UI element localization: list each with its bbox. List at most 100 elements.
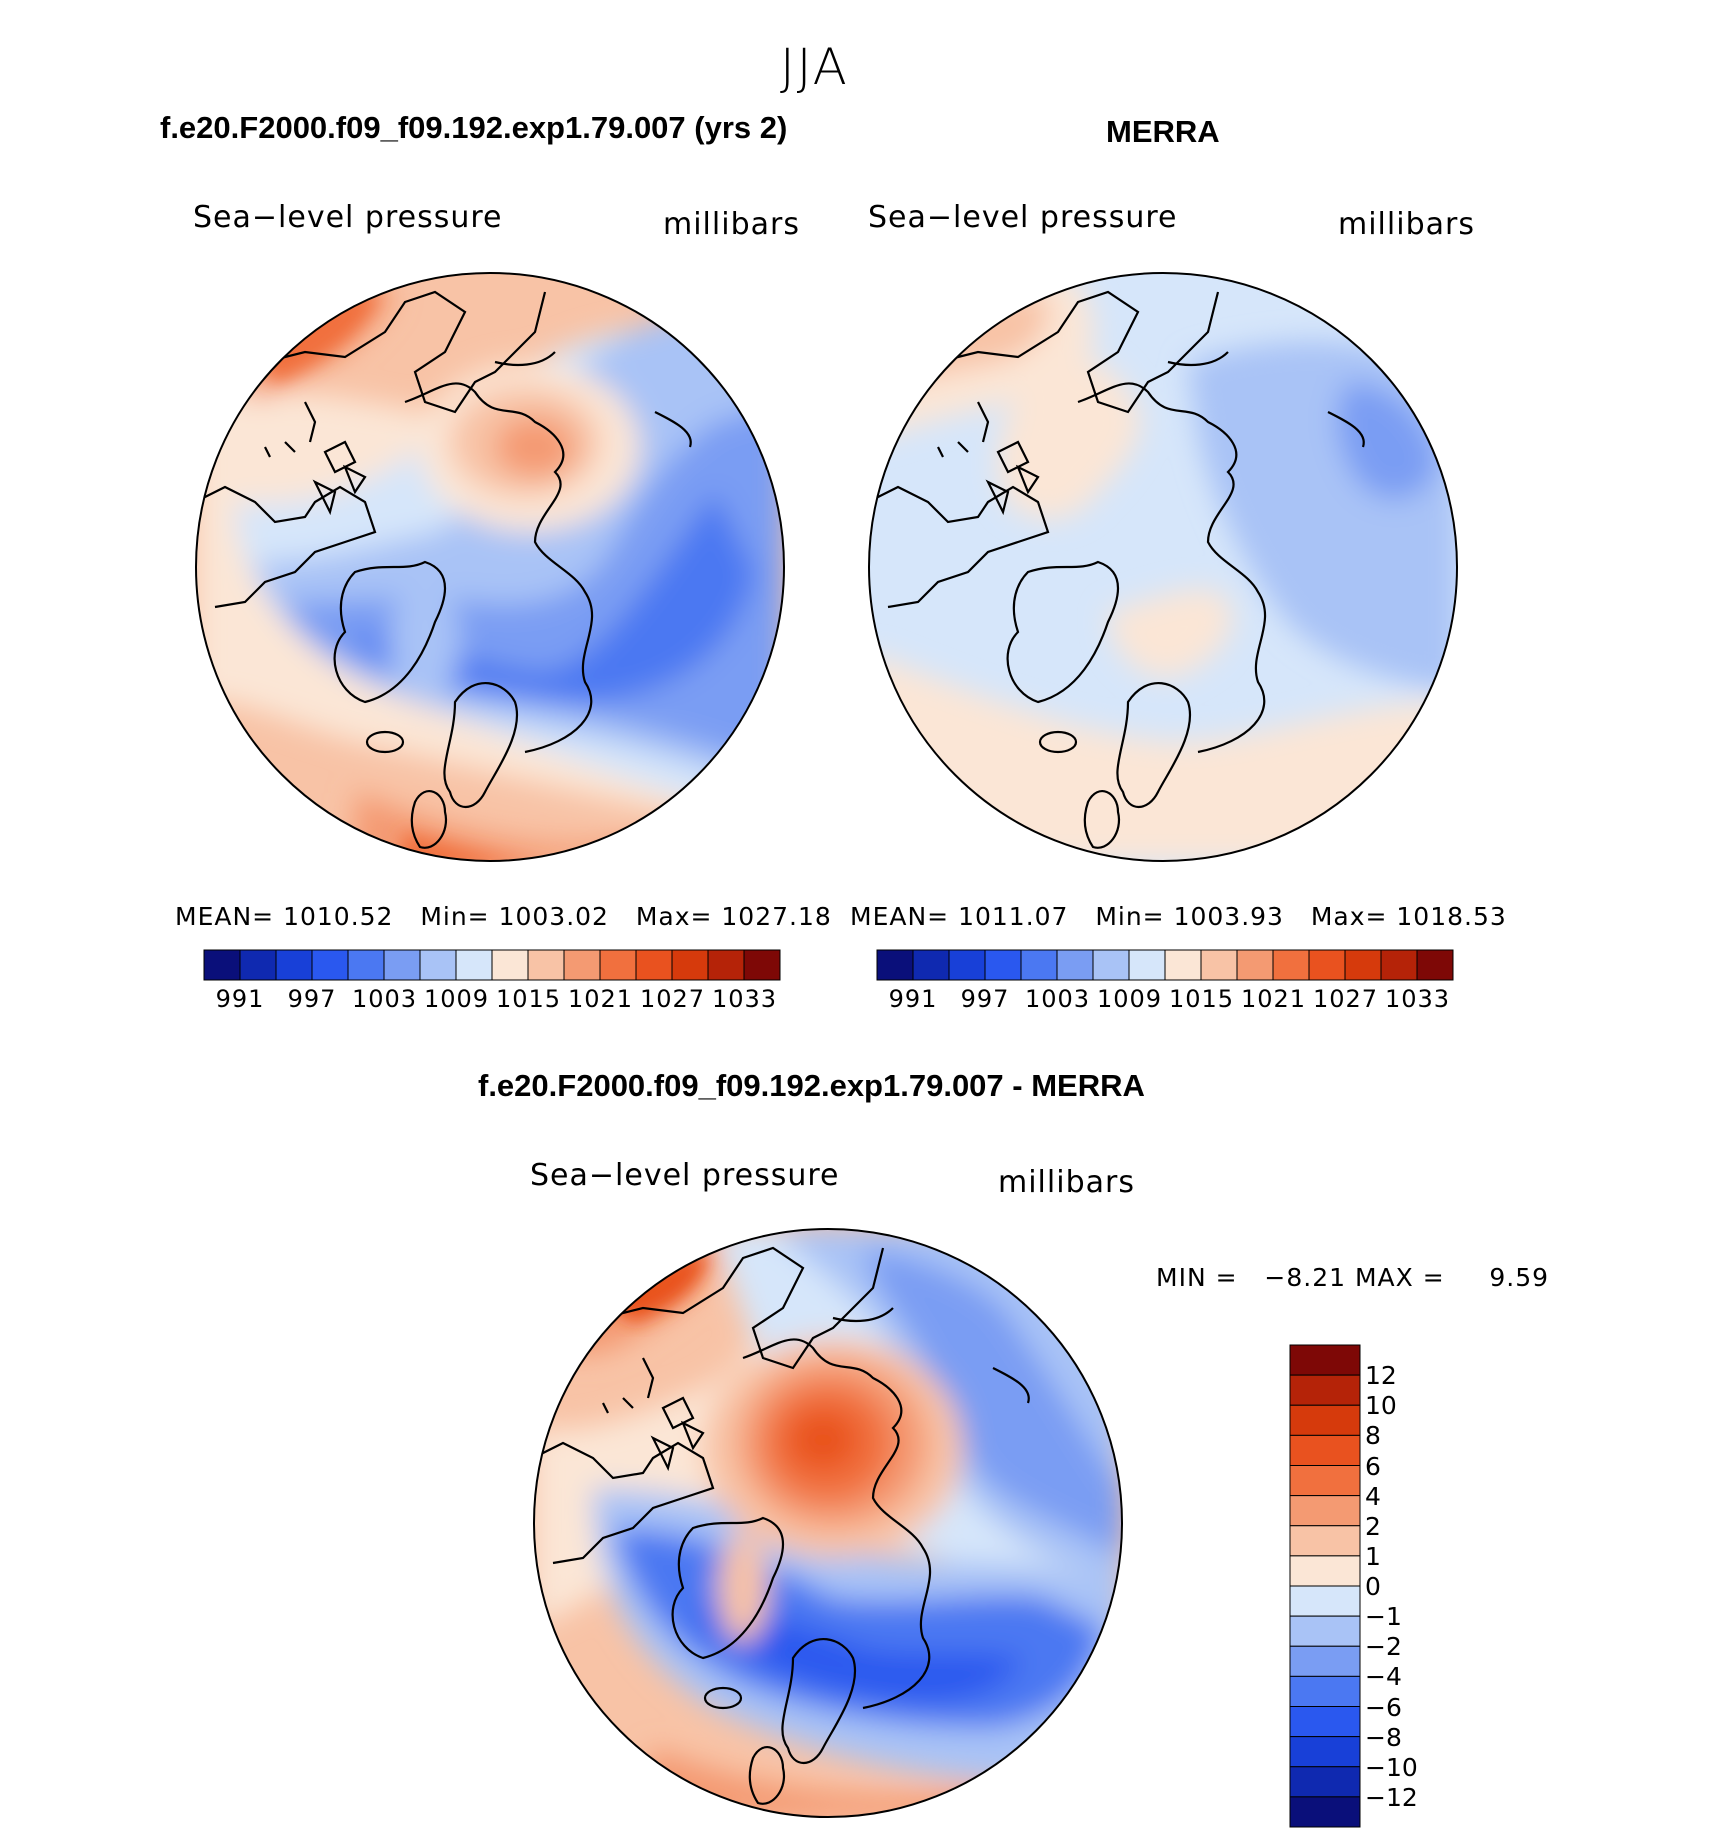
- colorbar-merra: [876, 949, 1454, 981]
- mean-value: 1011.07: [958, 902, 1069, 931]
- colorbar-swatch: [743, 949, 781, 981]
- min-value: 1003.02: [498, 902, 609, 931]
- panel-title-model: f.e20.F2000.f09_f09.192.exp1.79.007 (yrs…: [160, 110, 788, 145]
- colorbar-tick-label: 2: [1365, 1511, 1381, 1541]
- colorbar-difference: [1289, 1344, 1361, 1828]
- map-border: [533, 1228, 1123, 1818]
- max-label: Max=: [635, 902, 713, 931]
- colorbar-labels-model: 991 997 1003 1009 1015 1021 1027 1033: [204, 985, 780, 1015]
- colorbar-tick-label: 1003: [352, 985, 418, 1013]
- mean-label: MEAN=: [175, 902, 275, 931]
- colorbar-swatch: [1272, 949, 1310, 981]
- colorbar-tick-label: −10: [1365, 1752, 1418, 1782]
- colorbar-tick-label: −6: [1365, 1692, 1402, 1722]
- anomaly-band-minus2: [863, 1248, 1122, 1558]
- colorbar-tick-label: −1: [1365, 1602, 1402, 1632]
- colorbar-swatch: [1289, 1525, 1361, 1557]
- colorbar-tick-label: 6: [1365, 1451, 1381, 1481]
- colorbar-tick-label: −4: [1365, 1662, 1402, 1692]
- colorbar-tick-label: −8: [1365, 1722, 1402, 1752]
- colorbar-swatch: [1164, 949, 1202, 981]
- min-value: −8.21: [1264, 1263, 1347, 1292]
- colorbar-tick-label: 991: [888, 985, 938, 1013]
- colorbar-swatch: [239, 949, 277, 981]
- colorbar-swatch: [1289, 1404, 1361, 1436]
- coastlines: [196, 290, 692, 849]
- colorbar-swatch: [1200, 949, 1238, 981]
- max-label: Max=: [1310, 902, 1388, 931]
- max-label: MAX =: [1354, 1263, 1445, 1292]
- colorbar-swatch: [1289, 1495, 1361, 1527]
- colorbar-swatch: [347, 949, 385, 981]
- colorbar-tick-label: 10: [1365, 1391, 1397, 1421]
- colorbar-swatch: [275, 949, 313, 981]
- colorbar-swatch: [1289, 1555, 1361, 1587]
- colorbar-swatch: [203, 949, 241, 981]
- colorbar-swatch: [1289, 1344, 1361, 1376]
- colorbar-tick-label: 991: [215, 985, 265, 1013]
- colorbar-tick-label: 12: [1365, 1361, 1397, 1391]
- colorbar-swatch: [671, 949, 709, 981]
- anomaly-center-high-core: [788, 1410, 858, 1470]
- colorbar-swatch: [1308, 949, 1346, 981]
- variable-label-merra: Sea−level pressure: [868, 200, 1178, 235]
- max-value: 1018.53: [1396, 902, 1507, 931]
- colorbar-swatch: [1289, 1675, 1361, 1707]
- pressure-band-atlantic-high: [1108, 589, 1233, 678]
- min-label: Min=: [420, 902, 490, 931]
- colorbar-tick-label: 1015: [1169, 985, 1235, 1013]
- mean-value: 1010.52: [283, 902, 394, 931]
- colorbar-swatch: [707, 949, 745, 981]
- colorbar-tick-label: 1027: [1313, 985, 1379, 1013]
- colorbar-tick-label: 1021: [568, 985, 634, 1013]
- colorbar-labels-merra: 991 997 1003 1009 1015 1021 1027 1033: [877, 985, 1453, 1015]
- colorbar-swatch: [1380, 949, 1418, 981]
- pressure-band-aleutian-low: [1337, 382, 1438, 500]
- pressure-band-deep: [345, 492, 755, 702]
- coastlines: [869, 290, 1365, 849]
- colorbar-swatch: [383, 949, 421, 981]
- colorbar-tick-label: 1003: [1025, 985, 1091, 1013]
- units-label-difference: millibars: [998, 1165, 1135, 1200]
- colorbar-swatch: [599, 949, 637, 981]
- colorbar-swatch: [1289, 1585, 1361, 1617]
- colorbar-swatch: [1020, 949, 1058, 981]
- colorbar-swatch: [491, 949, 529, 981]
- colorbar-tick-label: 1015: [496, 985, 562, 1013]
- map-border: [195, 272, 785, 862]
- colorbar-swatch: [1289, 1796, 1361, 1828]
- colorbar-swatch: [1344, 949, 1382, 981]
- colorbar-swatch: [1289, 1766, 1361, 1798]
- min-label: MIN =: [1156, 1263, 1238, 1292]
- colorbar-model: [203, 949, 781, 981]
- anomaly-center-greenland: [718, 1533, 768, 1643]
- colorbar-swatch: [311, 949, 349, 981]
- colorbar-labels-difference: 12 10 8 6 4 2 1 0 −1 −2 −4 −6 −8 −10 −12: [1365, 1345, 1445, 1827]
- coastlines: [534, 1246, 1030, 1805]
- colorbar-swatch: [876, 949, 914, 981]
- colorbar-swatch: [912, 949, 950, 981]
- variable-label-model: Sea−level pressure: [193, 200, 503, 235]
- anomaly-band-south-low-core: [693, 1608, 1023, 1702]
- colorbar-swatch: [1289, 1645, 1361, 1677]
- colorbar-swatch: [455, 949, 493, 981]
- min-value: 1003.93: [1173, 902, 1284, 931]
- stats-model: MEAN= 1010.52 Min= 1003.02 Max= 1027.18: [175, 902, 832, 931]
- colorbar-swatch: [1289, 1706, 1361, 1738]
- colorbar-tick-label: 1009: [424, 985, 490, 1013]
- colorbar-swatch: [527, 949, 565, 981]
- variable-label-difference: Sea−level pressure: [530, 1158, 840, 1193]
- colorbar-swatch: [635, 949, 673, 981]
- colorbar-swatch: [419, 949, 457, 981]
- colorbar-tick-label: 1027: [640, 985, 706, 1013]
- pressure-band-pacific-max: [255, 292, 380, 382]
- colorbar-swatch: [1092, 949, 1130, 981]
- colorbar-tick-label: 0: [1365, 1572, 1381, 1601]
- stats-merra: MEAN= 1011.07 Min= 1003.93 Max= 1018.53: [850, 902, 1507, 931]
- map-border: [868, 272, 1458, 862]
- season-title: JJA: [780, 38, 849, 96]
- colorbar-swatch: [1128, 949, 1166, 981]
- colorbar-swatch: [563, 949, 601, 981]
- colorbar-tick-label: 1033: [712, 985, 778, 1013]
- colorbar-swatch: [1056, 949, 1094, 981]
